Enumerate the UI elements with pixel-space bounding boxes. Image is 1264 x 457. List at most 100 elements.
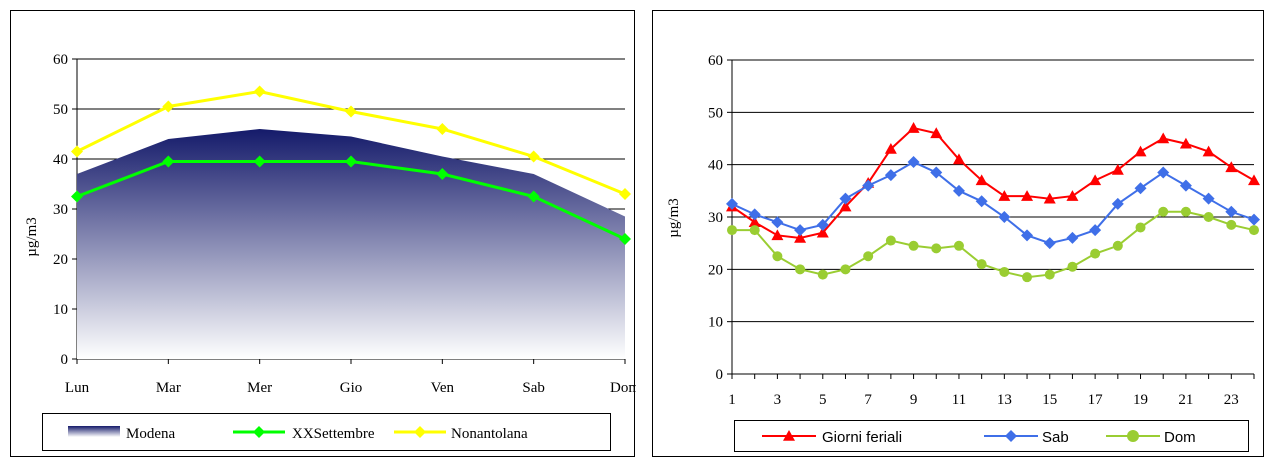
data-point (771, 216, 784, 229)
data-point (1203, 212, 1214, 222)
legend-box (42, 413, 611, 451)
data-point (772, 251, 783, 262)
data-point (1022, 272, 1033, 283)
data-point (1021, 190, 1034, 201)
legend-item-nonantolana: Nonantolana (394, 426, 528, 442)
data-point (1066, 231, 1079, 244)
chart-frame (652, 10, 1264, 457)
data-point (162, 100, 175, 113)
legend-item-modena: Modena (68, 426, 175, 442)
chart-panel-hourly: 0 10 20 30 40 50 60 1 3 5 7 9 11 13 15 17 19 21 23 µg/m3 … (652, 0, 1264, 457)
data-point (816, 226, 829, 238)
data-point (619, 188, 631, 200)
x-tick-label: 23 (1224, 392, 1239, 408)
legend-swatch (68, 426, 120, 437)
data-point (1089, 224, 1102, 237)
x-tick-label: Ven (431, 380, 455, 396)
data-point (999, 266, 1010, 277)
chart-panel-weekly: 0 10 20 30 40 50 60 Lun Mar Mer Gio Ven Sab Dom µg/m… (10, 0, 636, 457)
data-point (1134, 145, 1147, 157)
y-tick-label: 40 (708, 158, 723, 174)
data-point (1134, 182, 1147, 195)
legend-label: Sab (1042, 429, 1069, 446)
data-point (795, 264, 806, 275)
legend-item-dom: Dom (1106, 429, 1196, 446)
data-point (975, 195, 988, 208)
data-point (1202, 192, 1215, 205)
data-point (748, 216, 761, 228)
data-point (1157, 166, 1170, 179)
x-tick-label: Lun (65, 380, 90, 396)
data-point (884, 142, 897, 154)
x-tick-label: Sab (522, 380, 545, 396)
y-tick-label: 50 (53, 102, 68, 118)
legend-marker (1127, 430, 1139, 442)
data-point (930, 166, 943, 179)
data-point (1089, 174, 1102, 186)
x-tick-label: 5 (819, 392, 827, 408)
data-point (71, 190, 83, 203)
data-point (884, 169, 897, 182)
x-tick-label: 17 (1088, 392, 1104, 408)
data-point (931, 243, 942, 254)
y-tick-label: 20 (708, 262, 723, 278)
data-point (907, 156, 920, 169)
legend-marker (414, 426, 426, 438)
data-point (253, 155, 266, 168)
data-point (436, 168, 449, 180)
data-point (952, 184, 965, 197)
data-point (771, 229, 784, 241)
x-tick-label: 3 (774, 392, 782, 408)
x-tick-label: 13 (997, 392, 1012, 408)
data-point (976, 259, 987, 270)
data-point (436, 123, 449, 135)
y-axis-label: µg/m3 (666, 198, 682, 237)
data-point (71, 145, 83, 158)
data-point (748, 208, 761, 221)
data-point (1157, 132, 1170, 144)
y-tick-label: 10 (53, 302, 68, 318)
y-tick-label: 0 (61, 352, 69, 368)
data-point (1248, 174, 1260, 186)
data-point (1135, 222, 1146, 233)
legend-label: Dom (1164, 429, 1196, 446)
data-point (1179, 179, 1192, 192)
x-tick-label: Mar (156, 380, 181, 396)
data-point (253, 85, 266, 98)
y-tick-label: 30 (708, 210, 723, 226)
x-tick-label: Dom (610, 380, 636, 396)
data-point (953, 240, 964, 251)
data-point (817, 269, 828, 280)
data-point (1179, 137, 1192, 149)
data-point (1044, 269, 1055, 280)
y-tick-label: 60 (53, 52, 68, 68)
data-point (1249, 225, 1259, 236)
legend-label: XXSettembre (292, 426, 375, 442)
legend-label: Modena (126, 426, 175, 442)
data-point (1180, 206, 1191, 217)
data-point (749, 225, 760, 236)
legend-marker (1005, 430, 1017, 442)
data-point (885, 235, 896, 246)
legend-label: Giorni feriali (822, 429, 902, 446)
data-point (907, 122, 920, 133)
legend-marker (253, 426, 265, 438)
data-point (1248, 213, 1260, 226)
x-tick-label: 11 (952, 392, 966, 408)
x-tick-label: 15 (1042, 392, 1057, 408)
weekly-chart: 0 10 20 30 40 50 60 Lun Mar Mer Gio Ven Sab Dom µg/m… (10, 10, 636, 457)
data-point (345, 155, 357, 168)
x-tick-label: Gio (340, 380, 363, 396)
x-tick-label: 19 (1133, 392, 1148, 408)
data-point (727, 225, 737, 236)
legend-item-xxsettembre: XXSettembre (233, 426, 375, 442)
data-point (908, 240, 919, 251)
data-point (952, 153, 965, 165)
x-tick-label: Mer (247, 380, 272, 396)
data-point (794, 224, 807, 237)
data-point (527, 190, 540, 203)
y-tick-label: 20 (53, 252, 68, 268)
data-point (839, 200, 852, 212)
legend-marker (783, 430, 795, 441)
data-point (975, 174, 988, 186)
